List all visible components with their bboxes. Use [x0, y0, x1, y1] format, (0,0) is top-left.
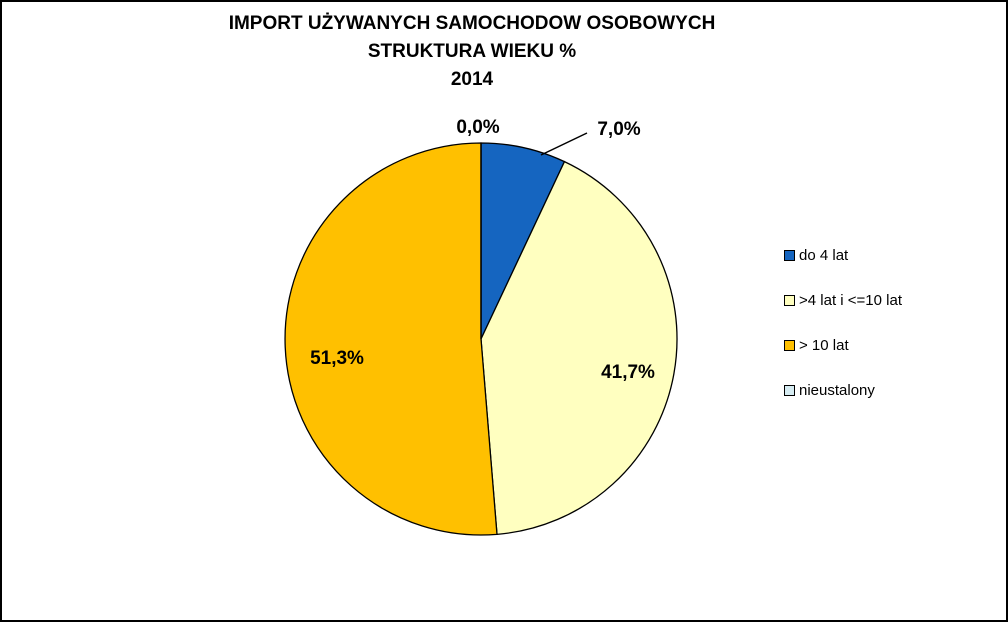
chart-title-line-2: STRUKTURA WIEKU % — [367, 41, 577, 62]
legend-swatch-icon — [784, 250, 795, 261]
chart-title-line-1: IMPORT UŻYWANYCH SAMOCHODOW OSOBOWYCH — [228, 13, 716, 34]
data-label-nieustalony: 0,0% — [456, 117, 500, 138]
legend-swatch-icon — [784, 385, 795, 396]
legend-item-3: nieustalony — [784, 380, 902, 401]
legend-swatch-icon — [784, 295, 795, 306]
legend-label: > 10 lat — [799, 337, 849, 354]
leader-line-do4-label — [540, 132, 588, 156]
data-label-4-do-10-lat: 41,7% — [601, 362, 655, 383]
legend-label: >4 lat i <=10 lat — [799, 292, 902, 309]
chart-title: IMPORT UŻYWANYCH SAMOCHODOW OSOBOWYCH ST… — [2, 10, 942, 94]
legend-label: do 4 lat — [799, 247, 849, 264]
legend-label: nieustalony — [799, 382, 875, 399]
data-label-ponad-10-lat: 51,3% — [310, 348, 364, 369]
data-label-do-4-lat: 7,0% — [597, 119, 641, 140]
legend-item-0: do 4 lat — [784, 245, 902, 266]
legend-swatch-icon — [784, 340, 795, 351]
chart-title-line-3: 2014 — [450, 69, 494, 90]
pie-slices-group — [284, 142, 678, 536]
pie-slice-2 — [284, 142, 498, 536]
pie-slice-1 — [480, 160, 678, 536]
legend-item-1: >4 lat i <=10 lat — [784, 290, 902, 311]
legend: do 4 lat >4 lat i <=10 lat > 10 lat nieusta… — [784, 245, 902, 425]
legend-item-2: > 10 lat — [784, 335, 902, 356]
